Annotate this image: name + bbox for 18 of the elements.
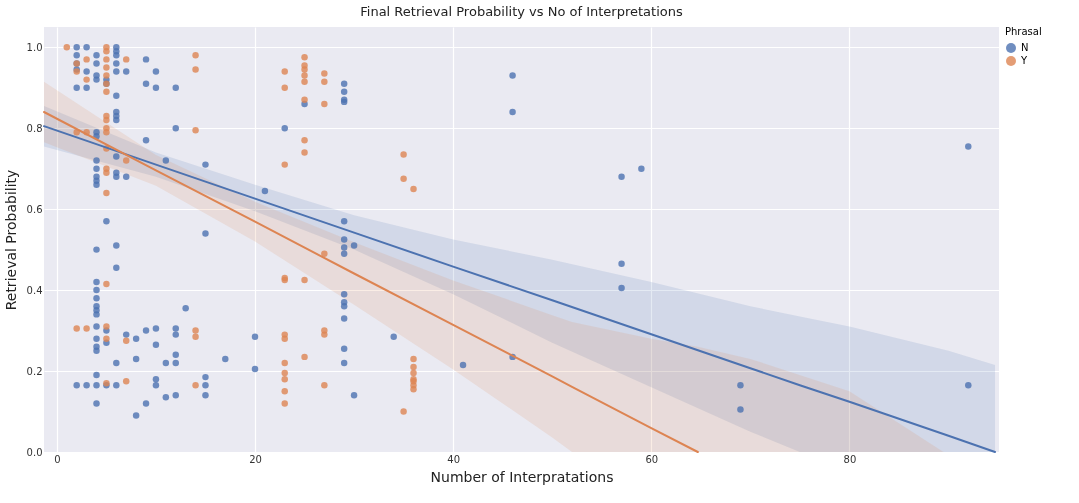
legend-label: Y <box>1020 55 1028 66</box>
y-tick-label: 0.8 <box>26 122 43 134</box>
x-axis-title: Number of Interpratations <box>430 468 614 485</box>
y-axis-title: Retrieval Probability <box>2 169 19 311</box>
legend-label: N <box>1021 42 1029 53</box>
x-tick-label: 60 <box>645 453 659 465</box>
y-tick-label: 0.0 <box>26 446 43 458</box>
y-tick-label: 1.0 <box>26 41 43 53</box>
y-tick-label: 0.2 <box>26 365 43 377</box>
y-tick-label: 0.4 <box>26 284 43 296</box>
x-tick-label: 40 <box>447 453 461 465</box>
line-series <box>43 111 699 453</box>
chart-title: Final Retrieval Probability vs No of Interpretations <box>360 4 683 19</box>
legend-title: Phrasal <box>1005 26 1042 37</box>
y-tick-label: 0.6 <box>26 203 43 215</box>
x-tick-label: 20 <box>249 453 262 465</box>
x-tick-label: 80 <box>843 453 857 465</box>
x-tick-label: 0 <box>54 453 61 465</box>
